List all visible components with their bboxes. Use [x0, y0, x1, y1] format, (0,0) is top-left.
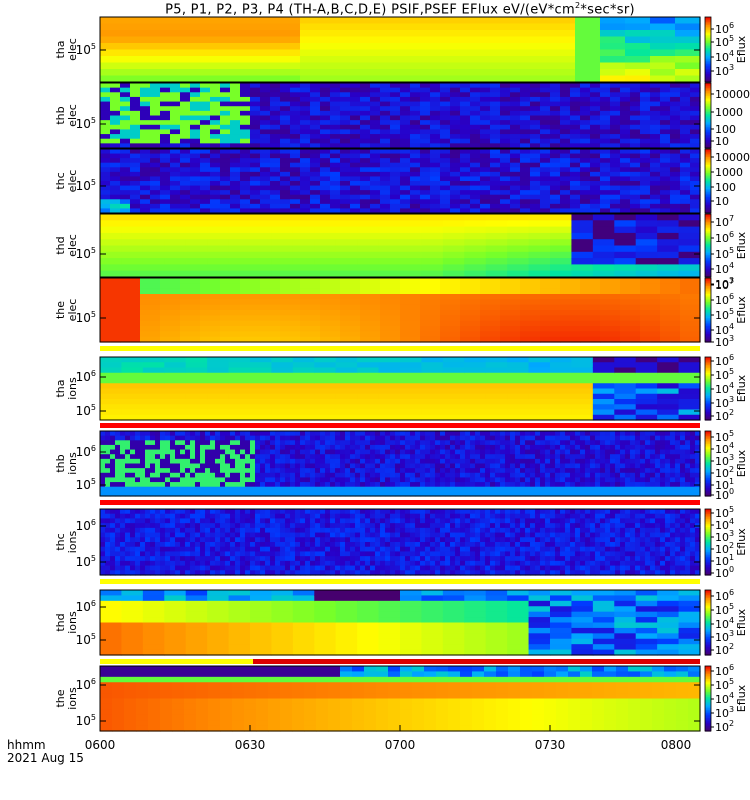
spectrogram-panel [100, 17, 701, 83]
colorbar-tick-label: 10000 [715, 88, 750, 101]
panel-label: thbions [54, 452, 79, 475]
colorbar-label: Eflux [735, 231, 748, 259]
colorbar-tick-label: 1000 [715, 166, 743, 179]
x-axis-unit: hhmm [7, 738, 46, 752]
quality-flag-bar [100, 346, 700, 351]
colorbar-tick-label: 104 [715, 261, 734, 276]
panel-frame [99, 589, 701, 656]
quality-flag-bar [253, 659, 700, 664]
quality-flag-bar [100, 423, 700, 428]
colorbar-tick-label: 105 [715, 307, 734, 322]
panel-label: thdelec [54, 234, 79, 257]
colorbar-tick-label: 100 [715, 565, 734, 580]
colorbar-label: Eflux [735, 296, 748, 324]
quality-flag-bar [100, 500, 700, 505]
panel-frame [99, 213, 701, 278]
colorbar-tick-label: 105 [715, 246, 734, 261]
colorbar-tick-label: 103 [715, 63, 734, 78]
colorbar-tick-label: 106 [715, 588, 734, 603]
colorbar-tick-label: 107 [715, 277, 734, 292]
spectrogram-panel [100, 357, 701, 421]
x-tick-label: 0800 [660, 738, 692, 752]
colorbar-tick-label: 105 [715, 677, 734, 692]
y-tick-label: 105 [76, 477, 96, 492]
colorbar-tick-label: 107 [715, 214, 734, 229]
colorbar-tick-label: 104 [715, 381, 734, 396]
colorbar [704, 16, 712, 83]
quality-flag-bar [100, 579, 700, 584]
colorbar-tick-label: 104 [715, 691, 734, 706]
y-tick-label: 105 [76, 403, 96, 418]
panel-label: thaions [54, 377, 79, 400]
colorbar-tick-label: 103 [715, 705, 734, 720]
colorbar-tick-label: 106 [715, 353, 734, 368]
colorbar-tick-label: 105 [715, 34, 734, 49]
spectrogram-panel [100, 590, 701, 656]
panel-frame [99, 508, 701, 576]
colorbar-tick-label: 105 [715, 367, 734, 382]
colorbar [704, 213, 712, 278]
panel-frame [99, 356, 701, 421]
colorbar-tick-label: 10 [715, 195, 729, 208]
quality-flag-bar [100, 659, 253, 664]
colorbar-label: Eflux [735, 528, 748, 556]
colorbar-tick-label: 106 [715, 292, 734, 307]
colorbar-tick-label: 102 [715, 642, 734, 657]
panel-frame [99, 148, 701, 214]
y-tick-label: 105 [76, 554, 96, 569]
spectrogram-panel [100, 278, 701, 343]
panel-label: thbelec [54, 104, 79, 127]
colorbar-tick-label: 105 [715, 602, 734, 617]
spectrogram-panel [100, 149, 701, 214]
y-tick-label: 106 [76, 518, 96, 533]
spectrogram-panel [100, 509, 701, 576]
colorbar-tick-label: 102 [715, 408, 734, 423]
spectrogram-panel [100, 83, 701, 149]
panel-frame [99, 82, 701, 149]
colorbar-tick-label: 100 [715, 487, 734, 502]
x-tick-label: 0730 [534, 738, 566, 752]
colorbar-tick-label: 10 [715, 135, 729, 148]
colorbar-tick-label: 1000 [715, 106, 743, 119]
colorbar-tick-label: 104 [715, 49, 734, 64]
colorbar-tick-label: 106 [715, 230, 734, 245]
x-tick-label: 0630 [234, 738, 266, 752]
y-tick-label: 105 [76, 713, 96, 728]
panel-label: thaelec [54, 38, 79, 61]
colorbar-label: Eflux [735, 35, 748, 63]
colorbar-tick-label: 102 [715, 719, 734, 734]
colorbar-tick-label: 106 [715, 663, 734, 678]
spectrogram-panel [100, 666, 701, 732]
colorbar [704, 589, 712, 656]
panel-label: theions [54, 687, 79, 710]
colorbar [704, 430, 712, 497]
x-tick-label: 0700 [384, 738, 416, 752]
panel-label: thcelec [54, 170, 79, 193]
chart-title: P5, P1, P2, P3, P4 (TH-A,B,C,D,E) PSIF,P… [165, 1, 635, 18]
colorbar-tick-label: 100 [715, 123, 736, 136]
colorbar-label: Eflux [735, 608, 748, 636]
colorbar [704, 277, 712, 343]
colorbar-label: Eflux [735, 449, 748, 477]
colorbar-label: Eflux [735, 374, 748, 402]
spectrogram-panel [100, 214, 701, 278]
colorbar [704, 148, 712, 214]
colorbar-tick-label: 100 [715, 181, 736, 194]
panel-frame [99, 277, 701, 343]
panel-label: thcions [54, 530, 79, 553]
panel-label: theelec [54, 299, 79, 322]
colorbar-tick-label: 103 [715, 334, 734, 349]
panel-frame [99, 430, 701, 497]
colorbar-label: Eflux [735, 684, 748, 712]
panel-label: thdions [54, 611, 79, 634]
colorbar [704, 508, 712, 576]
colorbar-tick-label: 10000 [715, 151, 750, 164]
date-label: 2021 Aug 15 [7, 751, 84, 765]
x-tick-label: 0600 [84, 738, 116, 752]
colorbar [704, 82, 712, 149]
spectrogram-panel [100, 431, 701, 497]
